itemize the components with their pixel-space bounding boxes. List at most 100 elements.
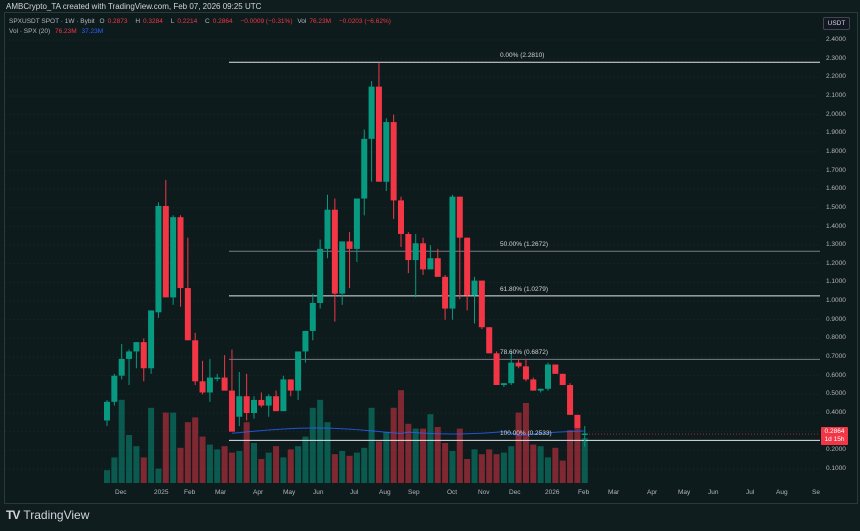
volume-value: Vol 76.23M [297, 18, 332, 25]
candle [228, 390, 235, 432]
candle [273, 396, 280, 412]
high-value: H 0.3284 [135, 18, 163, 25]
time-tick-label: 2025 [154, 489, 169, 496]
price-tick-label: 2.3000 [826, 54, 846, 62]
candle [478, 280, 485, 328]
price-tick-label: 0.6000 [826, 371, 846, 379]
volume-bar [111, 457, 118, 483]
volume-bar [530, 444, 537, 483]
volume-bar [508, 446, 515, 483]
time-tick-label: Sep [408, 489, 420, 496]
candle [581, 433, 588, 436]
time-tick-label: Feb [184, 489, 196, 496]
volume-bar [295, 446, 302, 483]
tradingview-logo-icon: TV [6, 508, 20, 522]
currency-selector[interactable]: USDT [823, 17, 850, 30]
price-tick-label: 1.6000 [826, 185, 846, 193]
candle [442, 276, 449, 309]
candle [243, 396, 250, 413]
volume-bar [427, 414, 434, 483]
volume-bar [251, 443, 257, 483]
ohlc-row: SPXUSDT SPOT · 1W · Bybit O 0.2873 H 0.328… [9, 17, 394, 27]
volume-bar [206, 444, 213, 483]
volume-ma-value: 37.23M [81, 28, 104, 35]
volume-indicator-value: 76.23M [55, 28, 77, 35]
price-tick-label: 1.0000 [826, 297, 846, 305]
time-tick-label: Aug [776, 489, 788, 496]
candle [184, 288, 191, 341]
time-tick-label: May [283, 489, 296, 496]
price-tick-label: 2.2000 [826, 73, 846, 81]
time-tick-label: Mar [215, 489, 227, 496]
candle [398, 200, 404, 234]
last-price-badge: 0.2864 1d 15h [821, 427, 848, 445]
candle [221, 377, 228, 391]
volume-bar [104, 470, 110, 483]
candle [390, 122, 397, 201]
volume-bar [486, 449, 493, 483]
candle [353, 198, 360, 249]
volume-bar [552, 447, 559, 483]
candle [346, 241, 353, 249]
candle [118, 358, 125, 376]
fib-level-label: 0.00% (2.2810) [500, 52, 545, 60]
price-tick-label: 0.8000 [826, 334, 846, 342]
price-tick-label: 0.5000 [826, 390, 846, 398]
close-value: C 0.2864 [205, 18, 233, 25]
candle [148, 310, 155, 369]
time-tick-label: Se [812, 489, 820, 496]
candle [214, 377, 221, 380]
candle [464, 237, 471, 296]
price-tick-label: 1.8000 [826, 147, 846, 155]
fib-level-label: 61.80% (1.0279) [500, 285, 549, 293]
volume-bar [192, 417, 199, 483]
candle [412, 243, 419, 261]
volume-bar [265, 452, 272, 483]
volume-bar [118, 399, 125, 483]
candle [302, 330, 309, 352]
candle [515, 362, 522, 367]
candle [567, 385, 574, 415]
candle [456, 196, 463, 238]
symbol-info[interactable]: SPXUSDT SPOT · 1W · Bybit [9, 18, 95, 25]
candle [339, 241, 346, 294]
price-tick-label: 1.5000 [826, 203, 846, 211]
time-tick-label: Jul [746, 489, 755, 496]
time-tick-label: Dec [509, 489, 521, 496]
candle [471, 280, 478, 296]
change-value: −0.0009 (−0.31%) [240, 18, 293, 25]
volume-bar [346, 455, 353, 483]
volume-bar [280, 457, 287, 483]
fib-level-label: 50.00% (1.2672) [500, 241, 549, 249]
candle [368, 86, 375, 139]
volume-bar [170, 412, 177, 483]
volume-bar [375, 441, 382, 483]
open-value: O 0.2873 [99, 18, 128, 25]
volume-bar [471, 449, 478, 483]
candle [111, 375, 118, 402]
volume-bar [155, 468, 162, 483]
volume-bar [309, 407, 316, 483]
candle [420, 243, 427, 270]
candle [170, 217, 177, 298]
volume-bar [228, 452, 235, 483]
volume-bar [287, 449, 294, 483]
volume-bar [258, 459, 265, 483]
volume-bar [522, 403, 529, 483]
time-tick-label: Jun [313, 489, 324, 496]
time-tick-label: 2026 [545, 489, 560, 496]
price-tick-label: 1.4000 [826, 222, 846, 230]
volume-bar [464, 459, 471, 483]
tradingview-footer: TV TradingView [6, 508, 89, 522]
volume-bar [420, 428, 427, 483]
volume-bar [478, 454, 485, 483]
volume-bar [574, 427, 581, 483]
volume-bar [331, 454, 338, 483]
candle [530, 379, 537, 391]
volume-bar [500, 452, 507, 483]
volume-indicator-label[interactable]: Vol · SPX (20) [9, 28, 51, 35]
candle [559, 373, 566, 386]
price-tick-label: 1.3000 [826, 241, 846, 249]
candle [522, 366, 529, 380]
